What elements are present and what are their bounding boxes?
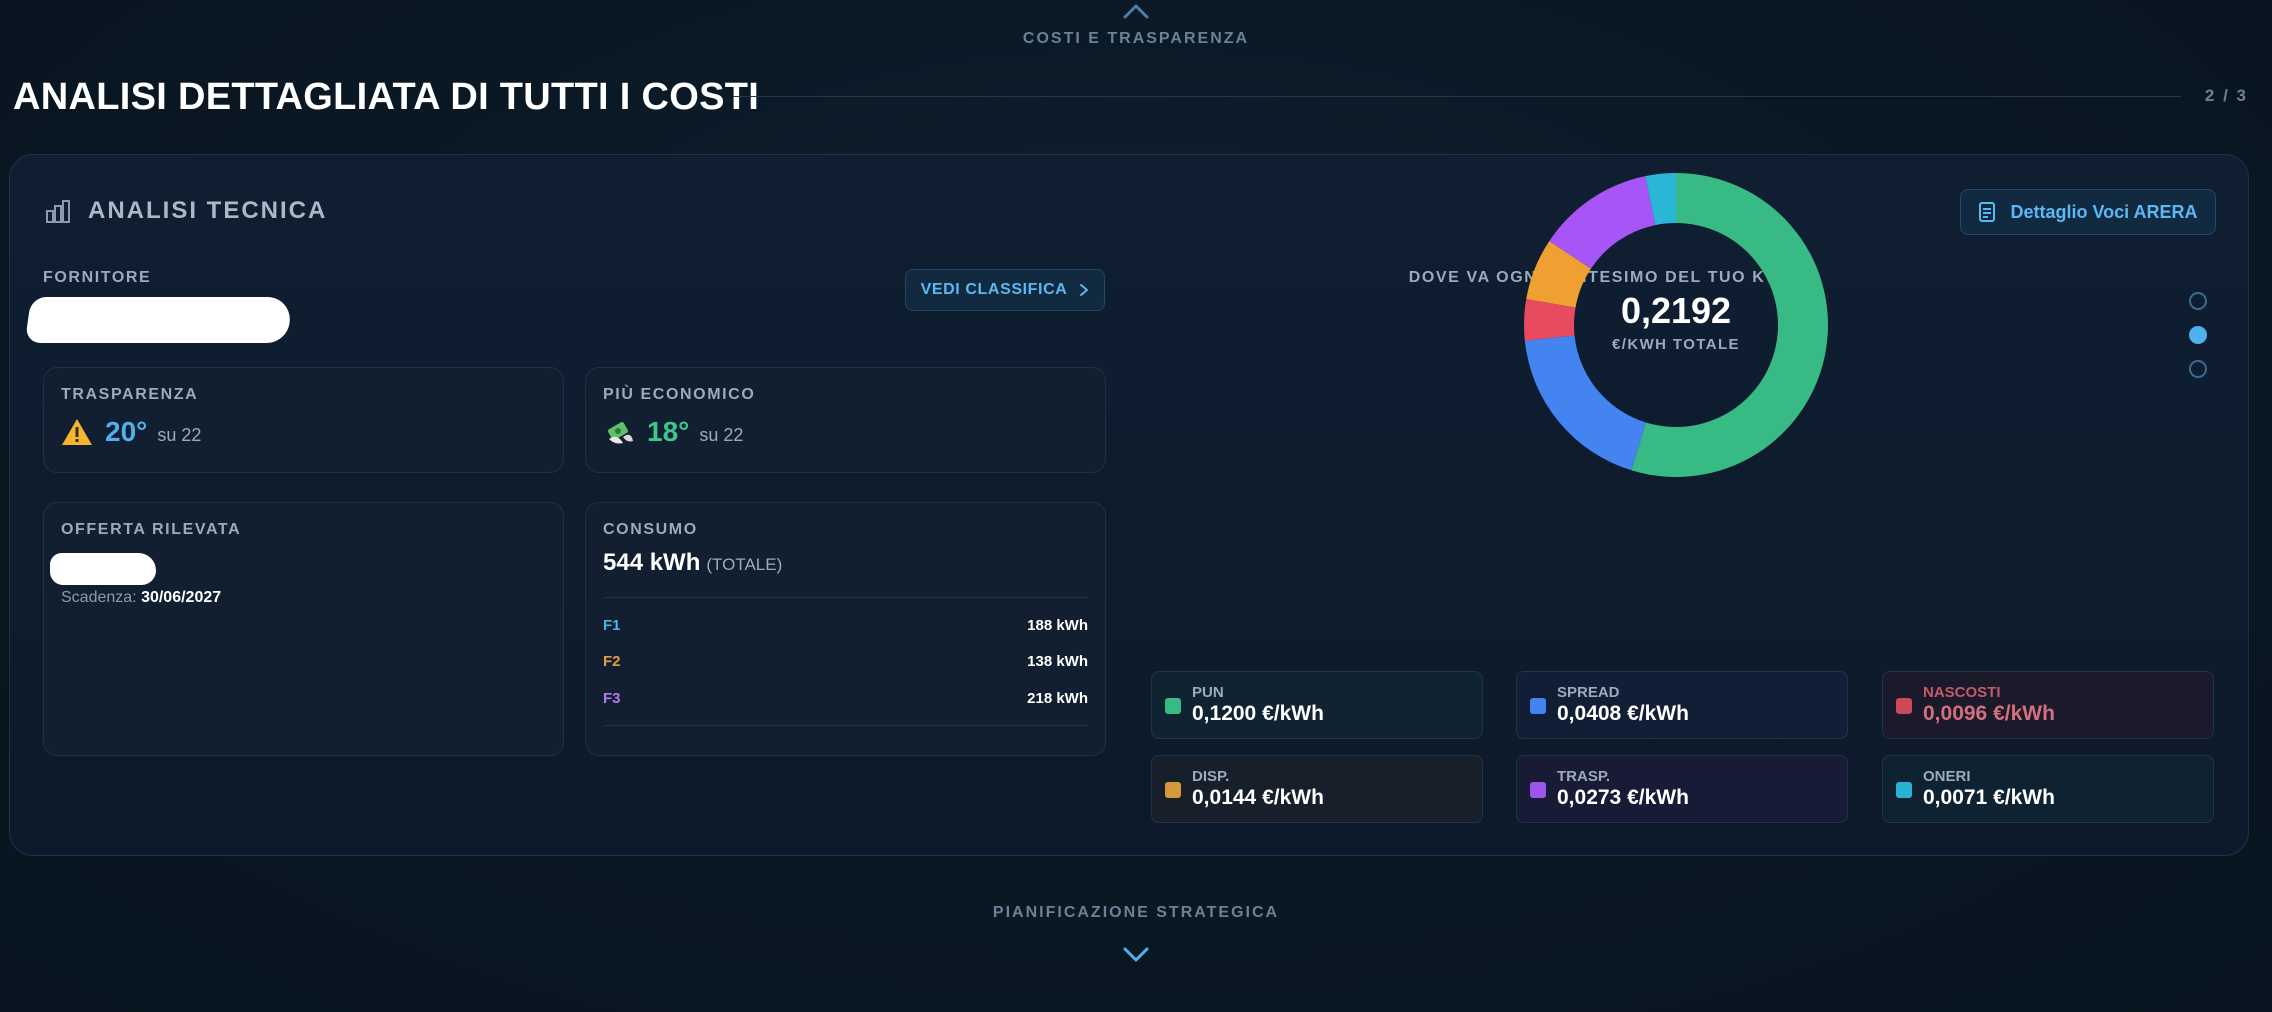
cheapest-rank-total: su 22: [699, 425, 744, 445]
band-value: 188 kWh: [1027, 617, 1088, 634]
legend-name: NASCOSTI: [1923, 684, 2001, 701]
cheapest-label: PIÙ ECONOMICO: [603, 386, 756, 403]
legend-name: SPREAD: [1557, 684, 1620, 701]
chevron-down-icon[interactable]: [1121, 946, 1151, 964]
transparency-rank: 20°: [105, 416, 148, 447]
band-name: F2: [603, 653, 621, 670]
consumption-total: 544 kWh: [603, 549, 701, 576]
supplier-label: FORNITORE: [43, 269, 152, 286]
donut-slice-disp[interactable]: [1526, 241, 1591, 308]
warning-icon: [62, 419, 92, 445]
next-section-label[interactable]: PIANIFICAZIONE STRATEGICA: [992, 904, 1280, 921]
band-row-f3: F3 218 kWh: [603, 690, 1088, 707]
legend-swatch: [1896, 782, 1912, 798]
legend-swatch: [1165, 698, 1181, 714]
expiry-label: Scadenza:: [61, 589, 137, 606]
title-divider: [733, 96, 2181, 97]
total-cost-unit: €/KWH TOTALE: [1612, 336, 1740, 353]
legend-swatch: [1530, 698, 1546, 714]
detected-offer-label: OFFERTA RILEVATA: [61, 521, 242, 538]
legend-swatch: [1896, 698, 1912, 714]
band-row-f2: F2 138 kWh: [603, 653, 1088, 670]
band-name: F3: [603, 690, 621, 707]
prev-section-nav[interactable]: COSTI E TRASPARENZA: [0, 0, 2272, 48]
legend-name: PUN: [1192, 684, 1224, 701]
cost-breakdown-donut: [1524, 173, 1828, 477]
consumption-value: 544 kWh (TOTALE): [603, 549, 782, 577]
cheapest-rank: 18°: [647, 416, 690, 447]
donut-slice-nascosti[interactable]: [1524, 298, 1576, 341]
supplier-name: [24, 297, 294, 343]
page-title: ANALISI DETTAGLIATA DI TUTTI I COSTI: [13, 76, 760, 118]
chevron-right-icon: [1080, 284, 1089, 296]
pager-dot-1[interactable]: [2189, 292, 2207, 310]
legend-value: 0,0408 €/kWh: [1557, 702, 1689, 725]
pager-dot-2[interactable]: [2189, 326, 2207, 344]
legend-item-pun: PUN 0,1200 €/kWh: [1151, 671, 1483, 739]
arera-detail-label: Dettaglio Voci ARERA: [2010, 201, 2198, 222]
legend-value: 0,0096 €/kWh: [1923, 702, 2055, 725]
offer-expiry: Scadenza: 30/06/2027: [61, 589, 221, 607]
cheapest-rank-row: 18° su 22: [603, 416, 743, 448]
analisi-tecnica-card: ANALISI TECNICA Dettaglio Voci ARERA FOR…: [9, 154, 2249, 856]
legend-item-disp: DISP. 0,0144 €/kWh: [1151, 755, 1483, 823]
donut-slice-spread[interactable]: [1524, 335, 1647, 471]
legend-name: DISP.: [1192, 768, 1230, 785]
donut-slice-trasp[interactable]: [1549, 176, 1656, 269]
detected-offer-box: OFFERTA RILEVATA Scadenza: 30/06/2027: [43, 502, 564, 756]
legend-name: TRASP.: [1557, 768, 1611, 785]
pager-dot-3[interactable]: [2189, 360, 2207, 378]
document-icon: [1979, 202, 1996, 222]
legend-swatch: [1165, 782, 1181, 798]
band-value: 138 kWh: [1027, 653, 1088, 670]
legend-value: 0,0071 €/kWh: [1923, 786, 2055, 809]
consumption-divider: [603, 597, 1088, 598]
legend-item-spread: SPREAD 0,0408 €/kWh: [1516, 671, 1848, 739]
consumption-label: CONSUMO: [603, 521, 698, 538]
consumption-divider-bottom: [603, 725, 1088, 726]
legend-item-oneri: ONERI 0,0071 €/kWh: [1882, 755, 2214, 823]
expiry-date: 30/06/2027: [141, 589, 222, 606]
view-ranking-label: VEDI CLASSIFICA: [920, 281, 1068, 298]
donut-slice-pun[interactable]: [1631, 173, 1828, 477]
transparency-rank-total: su 22: [157, 425, 202, 445]
chevron-up-icon[interactable]: [1121, 2, 1151, 20]
consumption-total-label: (TOTALE): [706, 555, 783, 574]
transparency-rank-box: TRASPARENZA 20° su 22: [43, 367, 564, 473]
transparency-rank-row: 20° su 22: [61, 416, 201, 448]
band-value: 218 kWh: [1027, 690, 1088, 707]
breakdown-title: DOVE VA OGNI CENTESIMO DEL TUO KWH: [1408, 269, 1796, 286]
prev-section-label[interactable]: COSTI E TRASPARENZA: [1022, 30, 1250, 47]
consumption-box: CONSUMO 544 kWh (TOTALE) F1 188 kWh F2 13…: [585, 502, 1106, 756]
bar-chart-icon: [46, 200, 70, 223]
cheapest-rank-box: PIÙ ECONOMICO 18° su 22: [585, 367, 1106, 473]
arera-detail-button[interactable]: Dettaglio Voci ARERA: [1960, 189, 2216, 235]
card-header: ANALISI TECNICA: [44, 197, 327, 225]
redacted-supplier-name: [24, 297, 294, 343]
band-name: F1: [603, 617, 621, 634]
donut-center: 0,2192 €/KWH TOTALE: [1521, 290, 1831, 353]
legend-swatch: [1530, 782, 1546, 798]
legend-value: 0,0144 €/kWh: [1192, 786, 1324, 809]
legend-item-trasp: TRASP. 0,0273 €/kWh: [1516, 755, 1848, 823]
page-counter: 2 / 3: [2204, 86, 2248, 105]
donut-slice-oneri[interactable]: [1645, 173, 1676, 226]
money-wings-icon: [607, 422, 633, 444]
legend-name: ONERI: [1923, 768, 1971, 785]
card-title: ANALISI TECNICA: [88, 197, 328, 224]
transparency-label: TRASPARENZA: [61, 386, 199, 403]
view-ranking-button[interactable]: VEDI CLASSIFICA: [905, 269, 1105, 311]
redacted-offer-name: [50, 553, 156, 585]
legend-item-nascosti: NASCOSTI 0,0096 €/kWh: [1882, 671, 2214, 739]
legend-value: 0,0273 €/kWh: [1557, 786, 1689, 809]
band-row-f1: F1 188 kWh: [603, 617, 1088, 634]
section-pager: [2189, 292, 2207, 394]
next-section-nav[interactable]: PIANIFICAZIONE STRATEGICA: [0, 904, 2272, 964]
total-cost-value: 0,2192: [1620, 290, 1732, 331]
legend-value: 0,1200 €/kWh: [1192, 702, 1324, 725]
